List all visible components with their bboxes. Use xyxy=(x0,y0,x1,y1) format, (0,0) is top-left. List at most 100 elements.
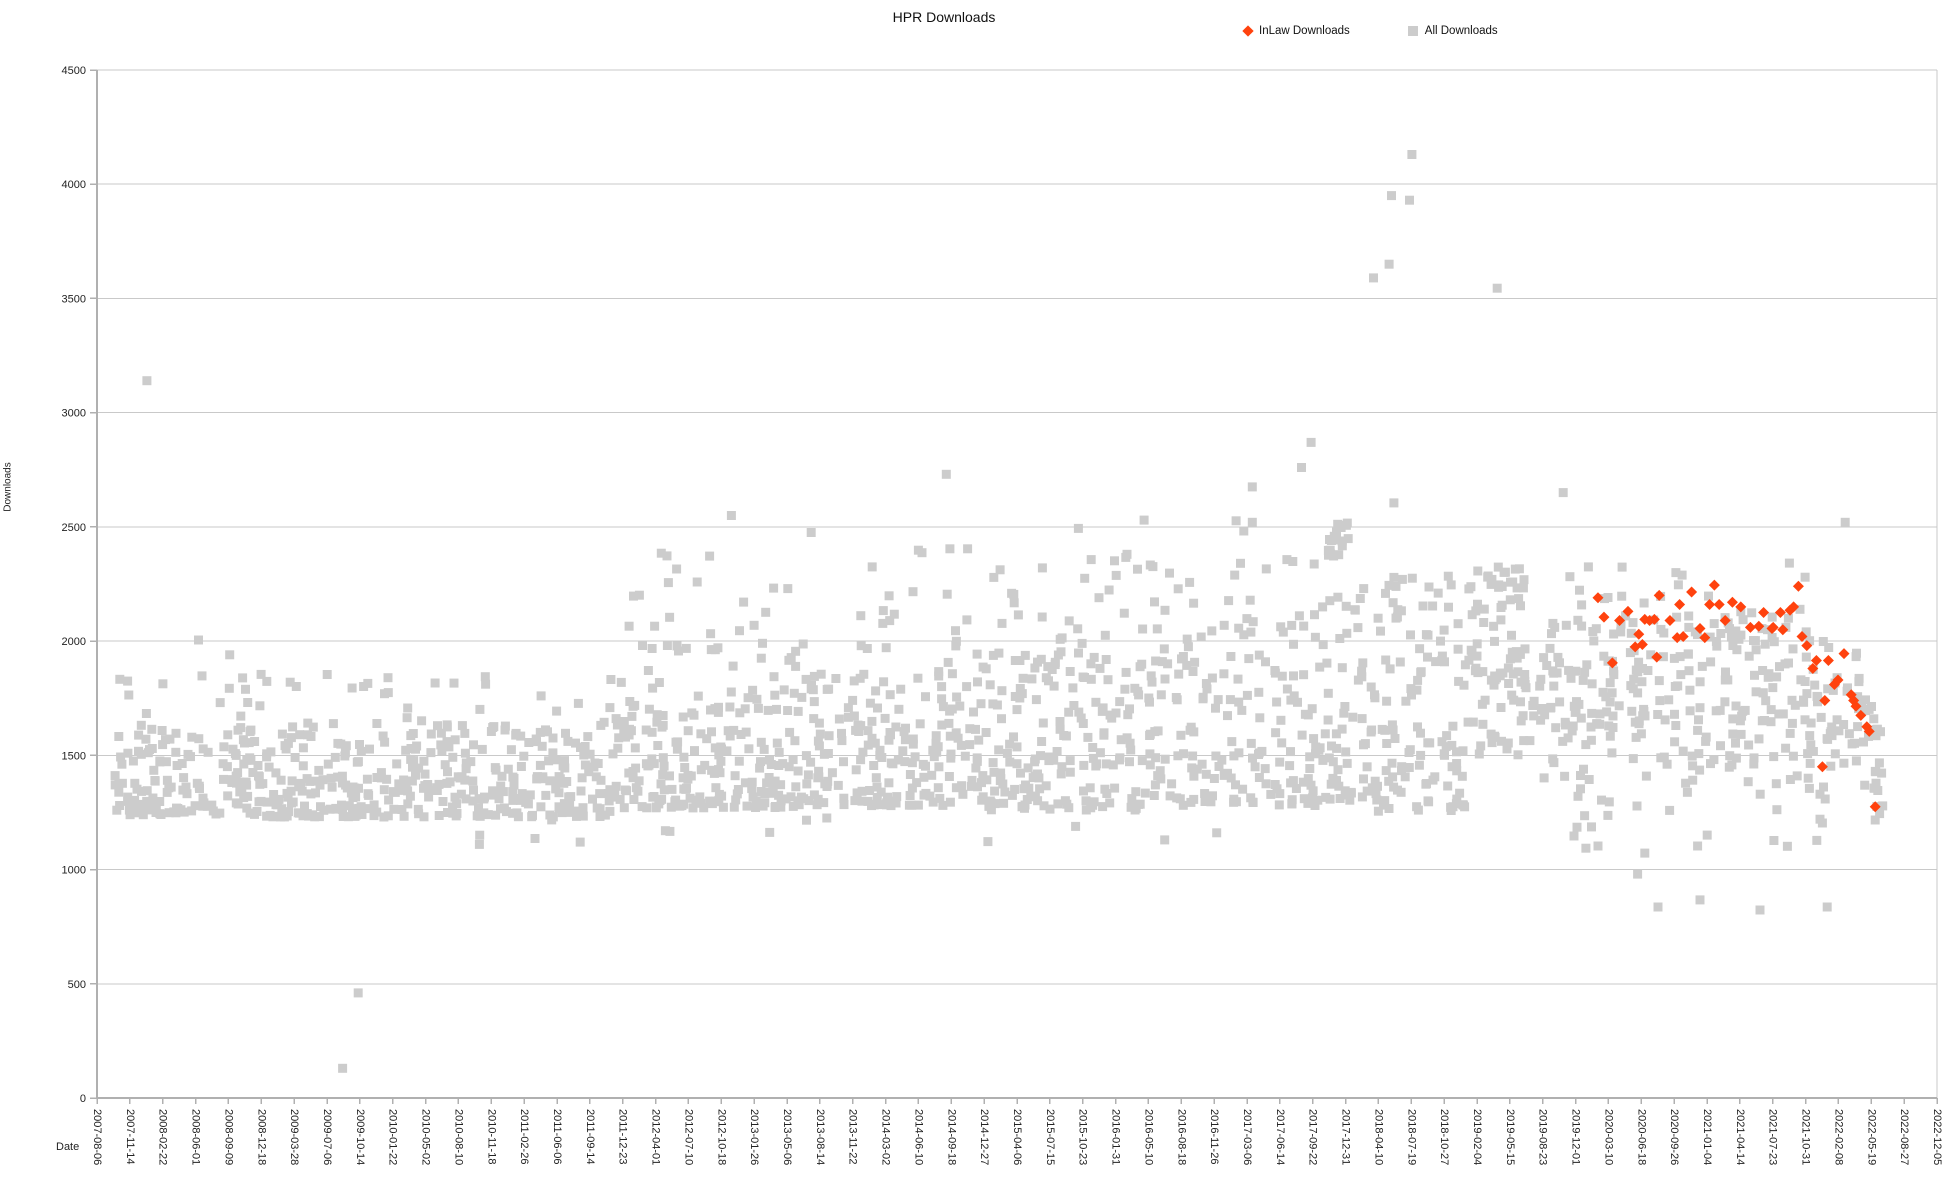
point-all-downloads xyxy=(1150,780,1160,790)
point-all-downloads xyxy=(1247,517,1257,527)
point-all-downloads xyxy=(158,740,168,750)
point-all-downloads xyxy=(1446,580,1456,590)
point-all-downloads xyxy=(1731,626,1741,636)
x-tick-label: 2022-12-05 xyxy=(1931,1109,1943,1165)
point-all-downloads xyxy=(1327,741,1336,751)
point-all-downloads xyxy=(619,724,629,734)
point-all-downloads xyxy=(452,808,462,818)
point-all-downloads xyxy=(1735,716,1745,726)
point-all-downloads xyxy=(1755,789,1765,799)
point-all-downloads xyxy=(130,778,140,788)
point-all-downloads xyxy=(340,751,350,761)
point-inlaw-downloads xyxy=(1767,621,1779,633)
point-all-downloads xyxy=(440,760,450,770)
point-all-downloads xyxy=(269,790,279,799)
point-all-downloads xyxy=(815,729,825,739)
point-inlaw-downloads xyxy=(1796,631,1808,643)
gridlines xyxy=(97,69,1938,1098)
point-all-downloads xyxy=(1662,759,1672,769)
point-all-downloads xyxy=(856,721,866,731)
point-all-downloads xyxy=(1516,716,1526,726)
point-all-downloads xyxy=(426,785,436,795)
point-all-downloads xyxy=(806,528,816,537)
point-all-downloads xyxy=(442,778,452,788)
point-all-downloads xyxy=(770,803,780,812)
point-all-downloads xyxy=(1294,611,1304,621)
point-all-downloads xyxy=(164,783,174,793)
point-all-downloads xyxy=(662,551,672,561)
point-all-downloads xyxy=(420,769,430,779)
point-all-downloads xyxy=(538,772,548,782)
point-all-downloads xyxy=(1823,684,1833,694)
point-all-downloads xyxy=(208,806,218,816)
point-all-downloads xyxy=(281,744,291,754)
point-all-downloads xyxy=(250,737,260,746)
point-all-downloads xyxy=(1452,747,1461,757)
point-all-downloads xyxy=(430,678,440,688)
point-all-downloads xyxy=(1493,562,1503,572)
point-all-downloads xyxy=(690,746,699,756)
point-all-downloads xyxy=(1586,722,1596,732)
point-all-downloads xyxy=(1423,652,1432,662)
point-inlaw-downloads xyxy=(1664,615,1676,627)
point-all-downloads xyxy=(1605,697,1615,707)
point-all-downloads xyxy=(1201,679,1211,688)
point-all-downloads xyxy=(287,798,296,808)
point-all-downloads xyxy=(843,712,853,722)
point-all-downloads xyxy=(1539,773,1549,783)
point-all-downloads xyxy=(653,741,663,750)
point-all-downloads xyxy=(951,636,961,646)
point-all-downloads xyxy=(110,771,120,781)
point-all-downloads xyxy=(790,736,800,746)
point-all-downloads xyxy=(1101,759,1111,769)
point-all-downloads xyxy=(1725,624,1734,634)
point-all-downloads xyxy=(706,705,715,715)
point-all-downloads xyxy=(1458,746,1468,756)
point-all-downloads xyxy=(1002,748,1012,758)
point-all-downloads xyxy=(588,794,597,804)
point-all-downloads xyxy=(962,682,972,692)
point-all-downloads xyxy=(1277,738,1287,748)
square-marker-icon xyxy=(1407,26,1418,36)
point-all-downloads xyxy=(1701,732,1711,742)
point-all-downloads xyxy=(1099,728,1109,738)
point-all-downloads xyxy=(457,721,467,731)
point-all-downloads xyxy=(554,772,564,782)
point-all-downloads xyxy=(1669,653,1679,663)
point-all-downloads xyxy=(1785,775,1795,784)
point-all-downloads xyxy=(995,776,1005,786)
point-all-downloads xyxy=(1587,708,1597,718)
point-all-downloads xyxy=(637,802,647,812)
point-all-downloads xyxy=(862,644,872,653)
x-tick-label: 2009-10-14 xyxy=(354,1109,366,1165)
point-all-downloads xyxy=(1376,626,1385,636)
point-all-downloads xyxy=(1373,806,1383,816)
point-all-downloads xyxy=(399,811,409,821)
point-all-downloads xyxy=(689,710,699,720)
point-all-downloads xyxy=(379,785,389,795)
point-all-downloads xyxy=(633,786,643,796)
point-all-downloads xyxy=(1370,776,1380,786)
point-all-downloads xyxy=(1225,695,1235,705)
point-all-downloads xyxy=(1470,666,1480,676)
point-all-downloads xyxy=(461,758,471,768)
point-all-downloads xyxy=(951,626,960,636)
point-all-downloads xyxy=(523,799,533,809)
point-all-downloads xyxy=(1571,705,1581,715)
point-all-downloads xyxy=(337,771,347,781)
point-all-downloads xyxy=(1261,779,1271,789)
point-all-downloads xyxy=(1819,782,1828,792)
point-all-downloads xyxy=(1387,720,1397,730)
point-all-downloads xyxy=(1053,799,1063,809)
point-all-downloads xyxy=(411,744,420,754)
point-all-downloads xyxy=(238,673,248,683)
point-all-downloads xyxy=(867,562,877,572)
point-all-downloads xyxy=(1468,717,1478,727)
point-all-downloads xyxy=(869,800,879,810)
point-all-downloads xyxy=(138,810,148,820)
point-all-downloads xyxy=(413,804,423,814)
point-all-downloads xyxy=(233,768,243,778)
point-all-downloads xyxy=(933,783,943,793)
point-all-downloads xyxy=(1388,725,1398,735)
